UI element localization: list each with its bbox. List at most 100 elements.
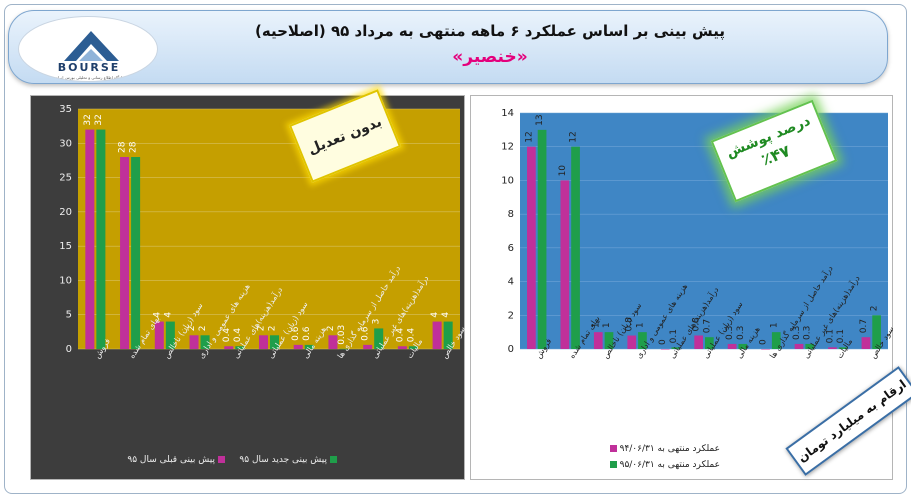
y-tick-label: 10 <box>59 275 72 286</box>
plot-area <box>78 109 460 349</box>
bar-a <box>861 337 871 349</box>
logo-tagline: پایگاه اطلاع رسانی و تحلیلی بورس ایران <box>55 75 123 80</box>
data-label: 4 <box>152 312 162 318</box>
legend-label: پیش بینی قبلی سال ۹۵ <box>127 455 215 465</box>
data-label: 0.7 <box>702 319 712 333</box>
bar-a <box>363 344 373 349</box>
legend-item-series-b: پیش بینی جدید سال ۹۵ <box>239 455 340 465</box>
logo-icon: BOURSE پایگاه اطلاع رسانی و تحلیلی بورس … <box>55 31 123 80</box>
bar-a <box>527 146 536 349</box>
data-label: 0.4 <box>406 328 416 343</box>
bar-a <box>794 343 804 349</box>
data-label: 0.8 <box>625 317 635 332</box>
y-tick-label: 4 <box>508 277 514 288</box>
y-tick-label: 30 <box>59 138 72 149</box>
bar-a <box>560 180 570 349</box>
data-label: 0.8 <box>692 317 702 332</box>
bar-b <box>738 343 748 349</box>
data-label: 13 <box>535 114 545 125</box>
bar-b <box>374 328 384 349</box>
bar-a <box>224 346 234 349</box>
data-label: 0.6 <box>302 326 312 341</box>
legend-swatch-magenta <box>217 456 225 463</box>
data-label: 0.1 <box>825 329 835 343</box>
y-tick-label: 14 <box>501 108 514 119</box>
y-tick-label: 8 <box>508 209 514 220</box>
bar-a <box>593 332 603 349</box>
legend-label: عملکرد منتهی به ۹۴/۰۶/۳۱ <box>619 444 720 454</box>
bar-b <box>638 332 647 349</box>
data-label: 0.3 <box>736 326 746 340</box>
legend-item-series-a: عملکرد منتهی به ۹۴/۰۶/۳۱ <box>590 444 720 454</box>
bar-a <box>627 335 637 349</box>
data-label: 0.03 <box>337 325 347 345</box>
data-label: 0.1 <box>669 329 679 343</box>
y-tick-label: 20 <box>59 207 72 218</box>
bar-a <box>189 335 199 349</box>
data-label: 10 <box>558 165 568 177</box>
company-name: «خنصیر» <box>452 47 528 67</box>
legend-swatch-magenta <box>609 445 617 452</box>
bar-a <box>694 335 703 349</box>
data-label: 4 <box>430 312 440 318</box>
bar-b <box>165 321 175 349</box>
data-label: 0.3 <box>792 326 802 340</box>
bar-b <box>571 146 580 349</box>
bar-a <box>828 347 837 349</box>
bar-a <box>258 335 268 349</box>
bar-b <box>235 346 245 349</box>
data-label: 0.6 <box>361 326 371 341</box>
bourse-logo: BOURSE پایگاه اطلاع رسانی و تحلیلی بورس … <box>18 16 158 82</box>
data-label: 4 <box>163 312 173 318</box>
legend-swatch-green <box>330 456 337 463</box>
data-label: 32 <box>83 114 93 125</box>
y-tick-label: 2 <box>508 310 514 321</box>
bar-a <box>85 129 95 349</box>
data-label: 28 <box>129 141 139 153</box>
legend-item-series-b: عملکرد منتهی به ۹۵/۰۶/۳۱ <box>590 460 720 470</box>
logo-text: BOURSE <box>58 61 121 74</box>
y-tick-label: 15 <box>59 241 72 252</box>
bar-b <box>872 315 881 349</box>
data-label: 4 <box>441 312 451 318</box>
data-label: 1 <box>591 322 601 328</box>
data-label: 0.6 <box>291 326 301 341</box>
bar-a <box>727 343 737 349</box>
data-label: 1 <box>602 322 612 328</box>
data-label: 2 <box>187 326 197 332</box>
legend-item-series-a: پیش بینی قبلی سال ۹۵ <box>127 455 228 465</box>
bar-b <box>270 335 280 349</box>
data-label: 2 <box>198 326 208 332</box>
data-label: 0.4 <box>233 328 243 343</box>
data-label: 28 <box>118 141 128 153</box>
bar-b <box>304 344 314 349</box>
legend-label: پیش بینی جدید سال ۹۵ <box>239 455 327 465</box>
y-tick-label: 0 <box>508 344 514 355</box>
bar-b <box>604 332 614 349</box>
bar-a <box>397 346 407 349</box>
bar-b <box>805 343 815 349</box>
data-label: 0 <box>759 339 769 345</box>
data-label: 2 <box>268 326 278 332</box>
bar-b <box>705 337 714 349</box>
bar-b <box>838 347 848 349</box>
data-label: 0.3 <box>803 326 813 340</box>
bar-a <box>293 344 303 349</box>
bar-a <box>761 349 770 350</box>
data-label: 12 <box>569 131 579 142</box>
data-label: 2 <box>870 306 880 312</box>
bar-b <box>339 348 349 350</box>
bar-a <box>660 349 670 350</box>
data-label: 0.4 <box>395 328 405 343</box>
bar-a <box>328 335 338 349</box>
data-label: 0 <box>658 339 668 345</box>
bar-b <box>671 347 681 349</box>
page-title: پیش بینی بر اساس عملکرد ۶ ماهه منتهی به … <box>255 22 725 40</box>
data-label: 2 <box>256 326 266 332</box>
right-legend: عملکرد منتهی به ۹۴/۰۶/۳۱ عملکرد منتهی به… <box>590 444 720 470</box>
legend-label: عملکرد منتهی به ۹۵/۰۶/۳۱ <box>619 460 720 470</box>
y-tick-label: 0 <box>66 344 72 355</box>
data-label: 0.4 <box>222 328 232 343</box>
bar-b <box>96 129 106 349</box>
